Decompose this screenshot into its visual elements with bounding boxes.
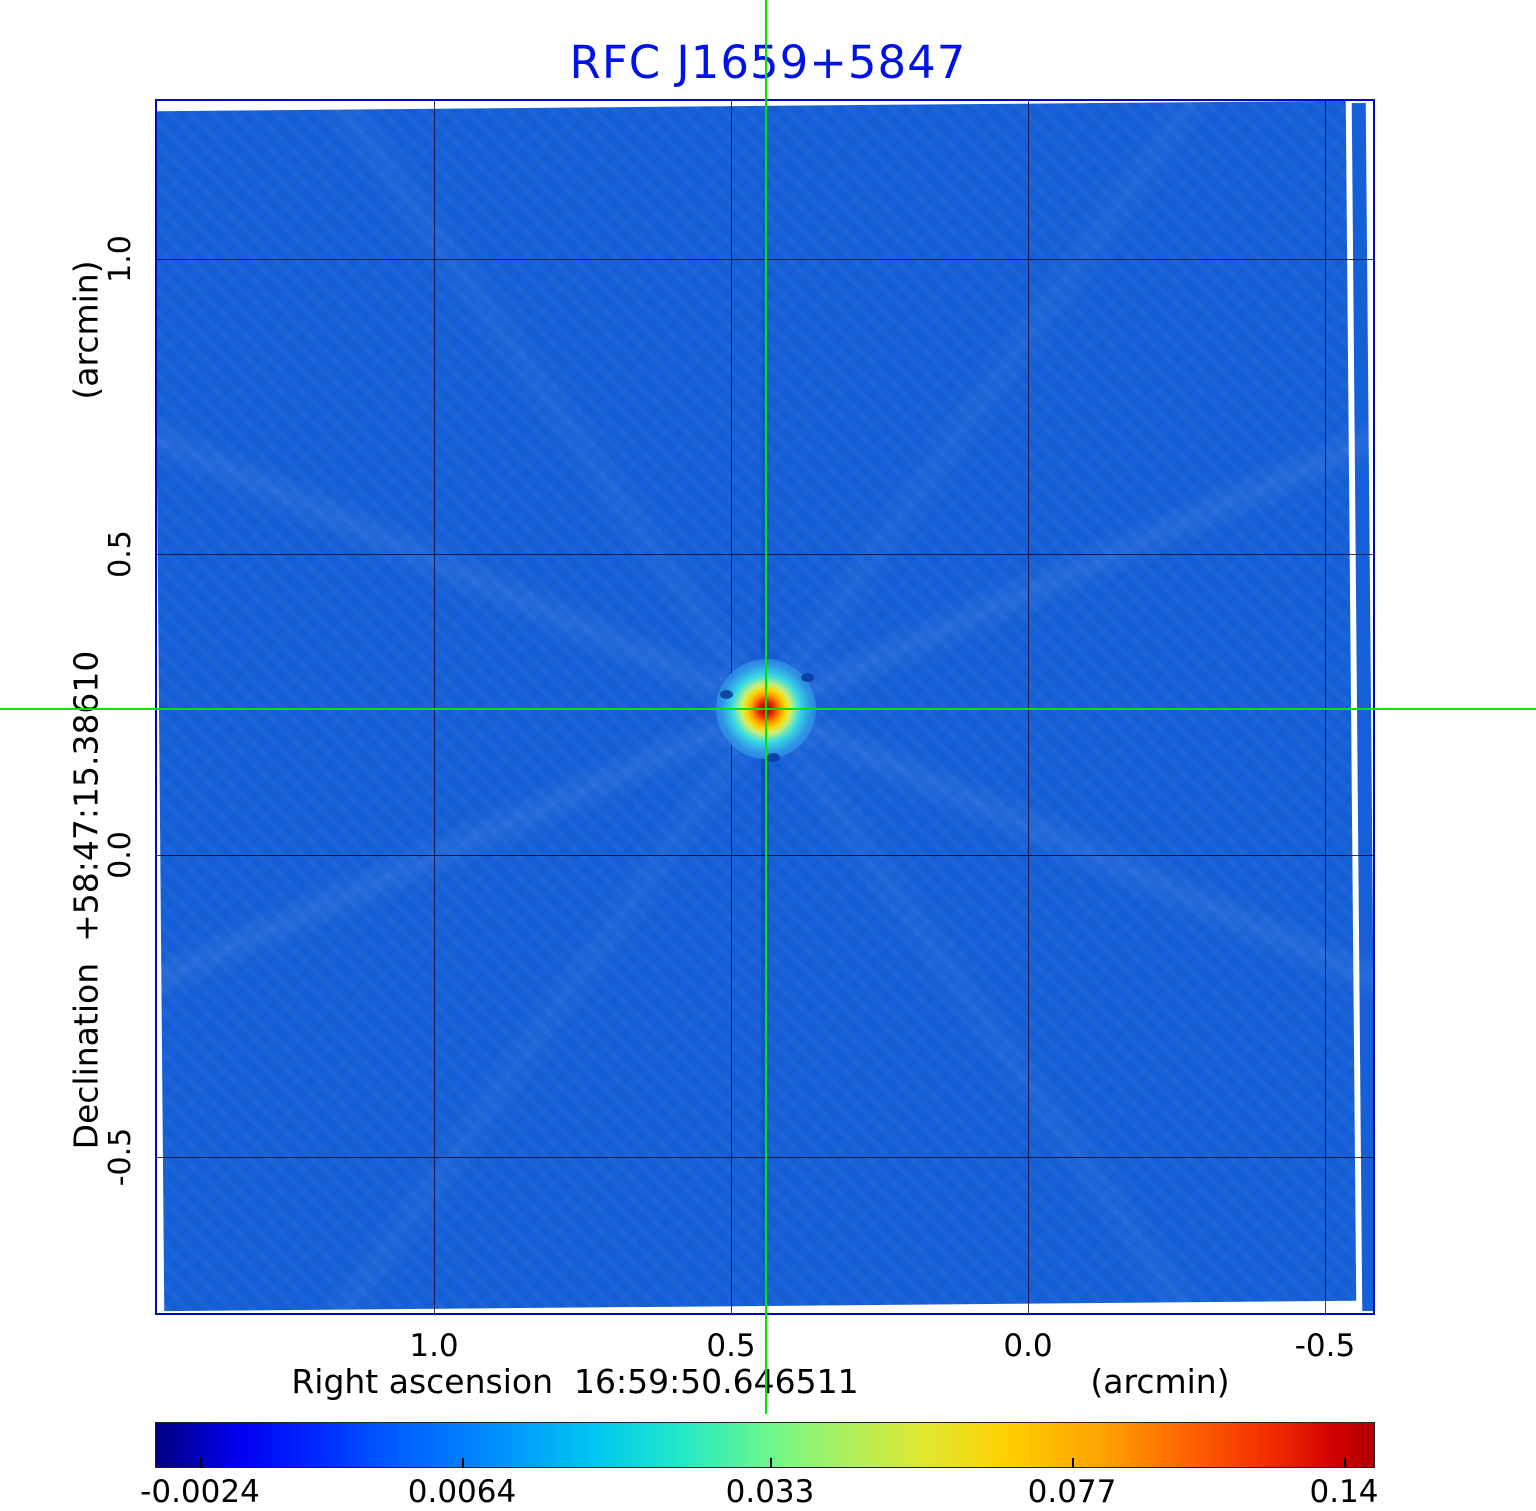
- negative-sidelobe-speck: [801, 673, 814, 682]
- negative-sidelobe-speck: [720, 690, 733, 699]
- y-tick-label: 0.0: [102, 831, 138, 879]
- colorbar-tick: [1344, 1458, 1346, 1468]
- x-tick-label: -0.5: [1294, 1328, 1356, 1364]
- colorbar-tick-label: 0.033: [725, 1474, 815, 1510]
- colorbar-tick-label: 0.14: [1309, 1474, 1379, 1510]
- x-axis-unit-label: (arcmin): [1090, 1362, 1230, 1401]
- colorbar-tick: [1072, 1458, 1074, 1468]
- page-title: RFC J1659+5847: [569, 36, 967, 89]
- y-axis-label: Declination +58:47:15.38610: [66, 650, 106, 1150]
- colorbar-tick-label: -0.0024: [140, 1474, 260, 1510]
- y-tick-label: 0.5: [102, 530, 138, 578]
- colorbar-tick-label: 0.0064: [407, 1474, 517, 1510]
- y-tick-label: 1.0: [102, 235, 138, 283]
- colorbar-tick: [770, 1458, 772, 1468]
- colorbar-tick: [462, 1458, 464, 1468]
- grid-line-vertical: [1028, 101, 1029, 1313]
- colorbar: [155, 1422, 1375, 1468]
- negative-sidelobe-speck: [767, 753, 780, 762]
- x-tick-label: 0.0: [1003, 1328, 1053, 1364]
- sky-image-right-strip: [1351, 102, 1373, 1312]
- y-axis-unit-label: (arcmin): [66, 260, 106, 400]
- x-tick-label: 0.5: [706, 1328, 756, 1364]
- grid-line-vertical: [434, 101, 435, 1313]
- crosshair-vertical-line: [765, 0, 767, 1414]
- x-tick-label: 1.0: [409, 1328, 459, 1364]
- crosshair-horizontal-line: [0, 708, 1536, 710]
- x-axis-label: Right ascension 16:59:50.646511: [291, 1362, 859, 1401]
- colorbar-tick-label: 0.077: [1027, 1474, 1117, 1510]
- y-tick-label: -0.5: [102, 1127, 138, 1187]
- grid-line-vertical: [1325, 101, 1326, 1313]
- colorbar-tick: [200, 1458, 202, 1468]
